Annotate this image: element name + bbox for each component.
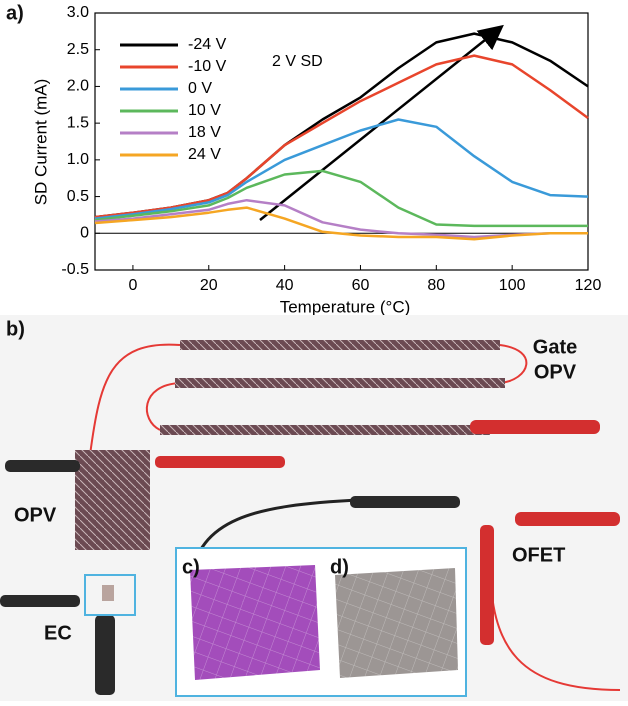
x-tick-label: 0: [128, 277, 137, 294]
inset-label: c): [182, 556, 200, 578]
panel-label: a): [6, 2, 24, 24]
y-tick-label: 1.0: [67, 151, 89, 168]
label: OPV: [534, 361, 577, 383]
clip: [95, 615, 115, 695]
series-line: [94, 169, 588, 228]
plot-frame: [94, 12, 589, 271]
solar-strip: [175, 378, 505, 388]
series-line: [94, 206, 588, 241]
y-tick-label: 3.0: [67, 4, 89, 21]
photo: b) Gate OPV OPV OFET EC c) d): [0, 315, 628, 701]
legend-label: 18 V: [188, 124, 221, 141]
clip: [470, 420, 600, 434]
ec-mesh: [190, 565, 320, 680]
x-tick-label: 60: [352, 277, 370, 294]
clip: [0, 595, 80, 607]
clip: [515, 512, 620, 526]
y-tick-label: 1.5: [67, 114, 89, 131]
inset-marker: [84, 574, 136, 616]
x-tick-label: 120: [575, 277, 602, 294]
x-axis-label: Temperature (°C): [280, 297, 411, 316]
legend-label: 24 V: [188, 146, 221, 163]
label: OFET: [512, 544, 565, 566]
legend-label: -10 V: [188, 58, 227, 75]
label: Gate: [533, 336, 577, 358]
x-tick-label: 80: [427, 277, 445, 294]
y-tick-label: 0: [80, 225, 89, 242]
y-axis-label: SD Current (mA): [31, 79, 50, 206]
wire: [499, 344, 528, 384]
inset-label: d): [330, 556, 349, 578]
clip: [480, 525, 494, 645]
legend-label: -24 V: [188, 36, 227, 53]
legend-label: 10 V: [188, 102, 221, 119]
label: EC: [44, 622, 72, 644]
solar-strip: [180, 340, 500, 350]
y-tick-label: 2.0: [67, 78, 89, 95]
ec-mesh: [335, 568, 458, 678]
series-line: [94, 198, 588, 239]
panel-label: b): [6, 318, 25, 340]
x-tick-label: 40: [276, 277, 294, 294]
opv-panel: [75, 450, 150, 550]
clip: [350, 496, 460, 508]
series-line: [94, 118, 589, 220]
label: OPV: [14, 504, 57, 526]
annotation: 2 V SD: [272, 53, 323, 70]
y-tick-label: 0.5: [67, 188, 89, 205]
ec-device: [102, 585, 114, 601]
legend-label: 0 V: [188, 80, 212, 97]
x-tick-label: 20: [200, 277, 218, 294]
clip: [155, 456, 285, 468]
wire: [145, 382, 181, 431]
series-line: [94, 32, 589, 219]
y-tick-label: -0.5: [61, 261, 89, 278]
y-tick-label: 2.5: [67, 41, 89, 58]
clip: [5, 460, 80, 472]
x-tick-label: 100: [499, 277, 526, 294]
series-line: [94, 54, 589, 219]
wire: [89, 343, 181, 456]
solar-strip: [160, 425, 490, 435]
chart: a) Temperature (°C) SD Current (mA) 2 V …: [6, 2, 601, 316]
